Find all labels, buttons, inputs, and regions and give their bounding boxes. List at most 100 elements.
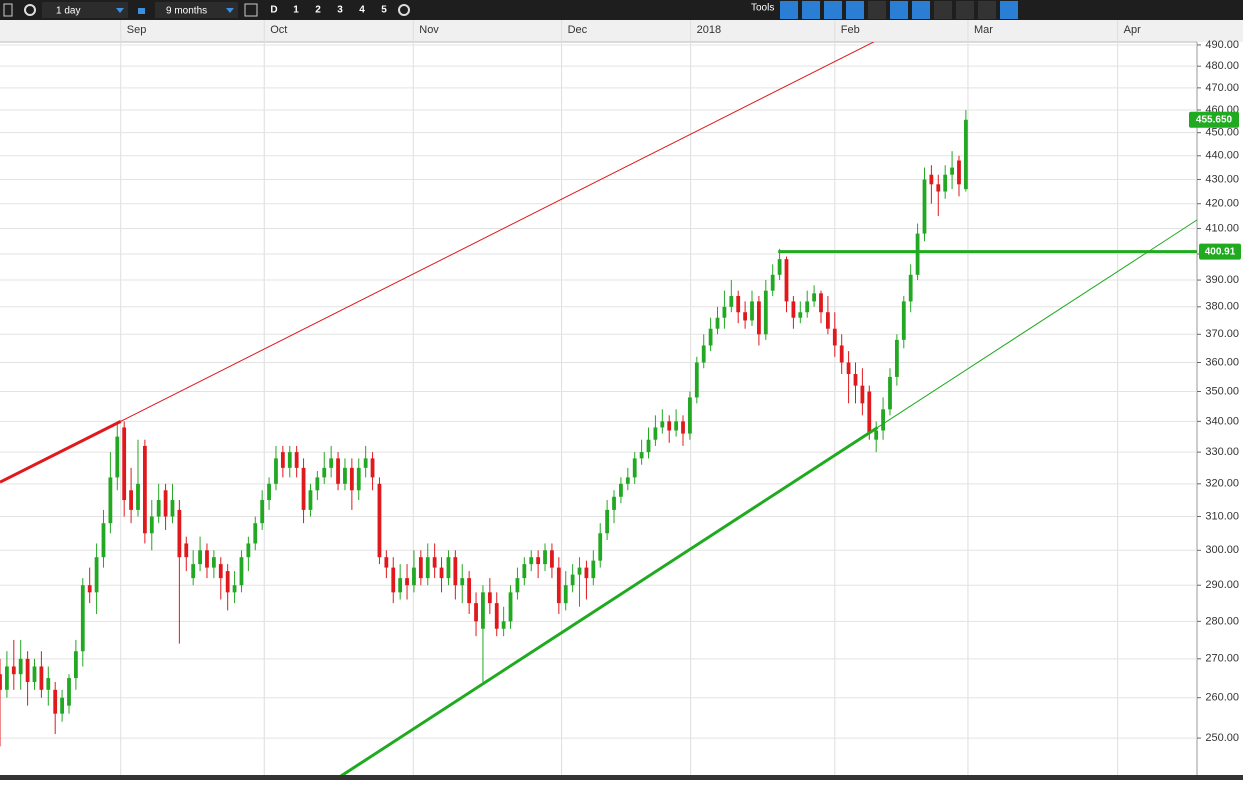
candle-body [743,312,748,321]
candle-body [763,290,768,335]
candle-body [122,427,127,501]
y-tick-label: 480.00 [1205,60,1239,72]
period-button[interactable]: 4 [359,5,365,16]
candle-body [25,658,30,682]
candle-body [343,467,347,484]
candle-body [708,328,713,346]
y-tick-label: 350.00 [1205,385,1239,397]
candle-body [239,557,244,586]
x-tick-label: Nov [419,24,439,36]
candle-body [563,585,568,604]
candle-body [632,458,637,478]
candle-body [315,477,320,491]
candle-body [819,293,823,313]
y-tick-label: 440.00 [1205,150,1239,162]
tool-button[interactable] [934,1,952,19]
candle-body [550,550,554,568]
tool-button[interactable] [868,1,886,19]
range-dropdown[interactable] [155,2,238,18]
candle-body [412,567,416,586]
candle-body [481,592,485,629]
settings-icon[interactable] [24,4,36,16]
period-button[interactable]: 2 [315,5,321,16]
x-tick-label: Oct [270,24,287,36]
period-buttons: D 1 2 3 4 5 [270,5,387,16]
tool-button[interactable] [1000,1,1018,19]
candle-body [274,458,278,484]
y-tick-label: 390.00 [1205,274,1239,286]
candle-body [556,567,561,604]
tool-button[interactable] [956,1,974,19]
candle-body [205,550,209,568]
candle-body [894,339,899,377]
period-button[interactable]: 1 [293,5,299,16]
candle-body [32,666,37,682]
x-tick-label: Dec [568,24,588,36]
candle-body [639,452,644,459]
toolbar [0,0,1243,20]
period-button[interactable]: 5 [381,5,387,16]
trendline [0,420,122,484]
candle-body [39,666,44,690]
candle-body [115,436,120,478]
candle-body [322,467,327,478]
candle-body [363,458,368,468]
y-tick-label: 380.00 [1205,301,1239,313]
candle-body [915,233,920,275]
candle-body [929,174,934,185]
candle-body [736,296,741,313]
candle-body [543,550,547,565]
candle-body [881,409,885,431]
tool-button[interactable] [890,1,908,19]
candle-body [536,557,541,565]
settings-icon[interactable] [398,4,410,16]
candle-body [336,458,340,484]
candle-body [260,500,265,524]
y-tick-label: 250.00 [1205,732,1239,744]
tool-button[interactable] [846,1,864,19]
candle-body [812,293,816,302]
x-tick-label: Apr [1124,24,1141,36]
candle-body [163,490,168,517]
candle-body [770,274,775,291]
candle-body [129,490,133,510]
candle-body [494,603,499,629]
period-button[interactable]: 3 [337,5,343,16]
candle-body [287,452,292,468]
candle-body [681,421,685,434]
candle-body [798,312,803,318]
interval-dropdown[interactable] [42,2,128,18]
tool-button[interactable] [780,1,798,19]
candle-body [5,666,9,690]
candle-body [73,651,78,679]
y-tick-label: 490.00 [1205,39,1239,51]
candle-body [11,666,16,675]
candle-body [149,516,154,534]
trendline [339,426,879,775]
candle-body [591,560,596,579]
tool-button[interactable] [802,1,820,19]
range-text: 9 months [166,6,207,17]
candle-body [957,160,961,185]
y-tick-label: 260.00 [1205,692,1239,704]
candle-body [391,567,396,593]
lock-icon[interactable] [138,8,145,14]
candle-body [619,483,623,497]
candle-body [584,567,589,579]
candle-body [377,483,382,558]
period-button[interactable]: D [270,5,277,16]
candle-body [839,345,844,363]
menu-icon[interactable] [3,3,13,17]
candle-body [18,658,23,675]
y-tick-label: 290.00 [1205,579,1239,591]
interval-text: 1 day [56,6,80,17]
date-axis [0,20,1243,42]
y-tick-label: 340.00 [1205,415,1239,427]
tool-button[interactable] [824,1,842,19]
calendar-icon[interactable] [244,3,258,17]
tool-button[interactable] [978,1,996,19]
tool-button[interactable] [912,1,930,19]
price-axis: 250.00 260.00 270.00 280.00 290.00 300.00 310.… [1189,39,1241,744]
candle-body [729,296,734,307]
